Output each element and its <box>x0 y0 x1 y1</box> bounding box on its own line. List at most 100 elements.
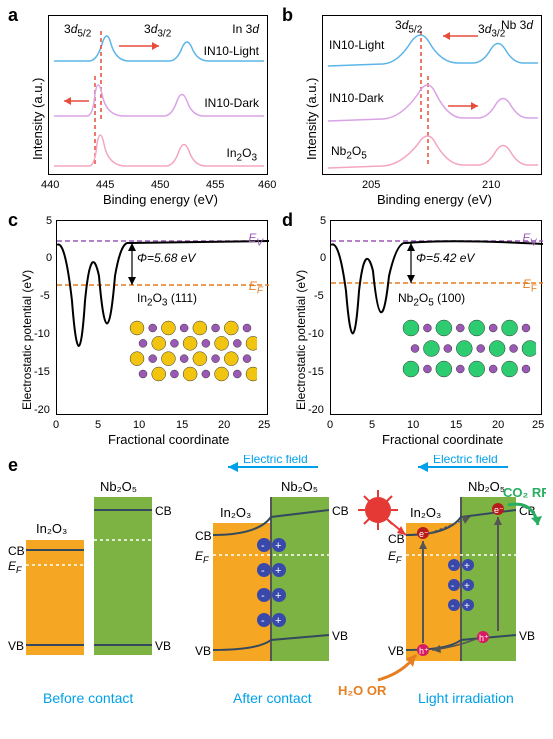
panel-c: c Electrostatic potential (eV) EV EF Φ=5… <box>8 210 273 445</box>
phi-text-c: Φ=5.68 eV <box>137 251 195 265</box>
panel-a-chart: 3d5/2 3d3/2 In 3d IN10-Light IN10-Dark I… <box>48 15 268 175</box>
svg-text:-: - <box>261 565 265 577</box>
label-in10dark-a: IN10-Dark <box>204 96 259 110</box>
xtick-b-210: 210 <box>482 179 500 191</box>
panel-a-ylabel: Intensity (a.u.) <box>30 78 45 160</box>
after-contact: - - - - + + + + <box>213 497 329 661</box>
vb-3a: VB <box>388 644 404 658</box>
svg-text:e⁻: e⁻ <box>494 505 504 515</box>
svg-text:+: + <box>275 565 281 577</box>
xtick-b-205: 205 <box>362 179 380 191</box>
efield-arrow-3-head <box>418 462 428 472</box>
caption-light: Light irradiation <box>418 690 514 706</box>
panel-a-xlabel: Binding energy (eV) <box>103 192 218 207</box>
label-in10light-b: IN10-Light <box>329 38 384 52</box>
in2o3-label-1: In₂O₃ <box>36 521 67 536</box>
arrow-a-right-head <box>152 42 159 50</box>
panel-a: a Intensity (a.u.) 3d5/2 3d3/2 In 3d IN1… <box>8 5 273 200</box>
nb2o5-label-1: Nb₂O₅ <box>100 479 137 494</box>
panel-b-ylabel: Intensity (a.u.) <box>304 78 319 160</box>
cb-2b: CB <box>332 504 349 518</box>
panel-b: b Intensity (a.u.) 3d5/2 3d3/2 Nb 3d IN1… <box>282 5 547 200</box>
panel-c-chart: EV EF Φ=5.68 eV In2O3 (111) <box>56 220 268 415</box>
title-b: Nb 3d <box>501 18 533 32</box>
peak-3d32-a: 3d3/2 <box>144 22 171 39</box>
in2o3-before <box>26 540 84 655</box>
phi-text-d: Φ=5.42 eV <box>416 251 474 265</box>
panel-b-label: b <box>282 5 293 26</box>
xtick-d-15: 15 <box>450 419 462 431</box>
caption-before: Before contact <box>43 690 133 706</box>
atoms-c <box>130 321 257 381</box>
label-in2o3-a: In2O3 <box>227 146 257 163</box>
panel-b-xlabel: Binding energy (eV) <box>377 192 492 207</box>
panel-a-label: a <box>8 5 18 26</box>
xtick-c-10: 10 <box>133 419 145 431</box>
ytick-d-0: 0 <box>320 252 326 264</box>
efield-arrow-2-head <box>228 462 238 472</box>
peak-3d52-a: 3d5/2 <box>64 22 91 39</box>
atom-inset-d <box>401 316 536 386</box>
panel-e: e In₂O₃ Nb₂O₅ CB EF VB CB VB - <box>8 455 546 735</box>
phi-arrow-d-top <box>407 243 415 251</box>
xtick-a-455: 455 <box>206 179 224 191</box>
ef-label-d: EF <box>523 277 537 294</box>
ytick-c--5: -5 <box>40 290 50 302</box>
ef-1: EF <box>8 559 22 575</box>
atoms-d <box>403 320 536 377</box>
panel-d-xlabel: Fractional coordinate <box>382 432 503 447</box>
xtick-a-450: 450 <box>151 179 169 191</box>
xtick-a-460: 460 <box>258 179 276 191</box>
material-d: Nb2O5 (100) <box>398 291 465 308</box>
svg-text:+: + <box>275 615 281 627</box>
vb-2b: VB <box>332 629 348 643</box>
cb-1b: CB <box>155 504 172 518</box>
xtick-c-20: 20 <box>218 419 230 431</box>
label-in10light-a: IN10-Light <box>204 44 259 58</box>
panel-c-xlabel: Fractional coordinate <box>108 432 229 447</box>
material-c: In2O3 (111) <box>137 291 197 308</box>
ytick-d--10: -10 <box>308 328 324 340</box>
nb2o5-label-2: Nb₂O₅ <box>281 479 318 494</box>
ev-label-d: EV <box>522 231 537 248</box>
arrow-b-left-head <box>443 32 450 40</box>
h2o-text: H₂O OR <box>338 683 387 698</box>
svg-text:-: - <box>451 561 454 572</box>
vb-1a: VB <box>8 639 24 653</box>
xtick-d-25: 25 <box>532 419 544 431</box>
atom-inset-c <box>127 316 257 386</box>
ytick-c--20: -20 <box>34 404 50 416</box>
svg-text:-: - <box>261 590 265 602</box>
svg-text:-: - <box>261 540 265 552</box>
svg-text:+: + <box>275 540 281 552</box>
xtick-c-5: 5 <box>95 419 101 431</box>
ytick-c-5: 5 <box>46 215 52 227</box>
ef-2: EF <box>195 549 209 565</box>
ytick-d--5: -5 <box>314 290 324 302</box>
efield-text-3: Electric field <box>433 455 498 466</box>
xtick-c-25: 25 <box>258 419 270 431</box>
panel-e-svg: In₂O₃ Nb₂O₅ CB EF VB CB VB - - - - + + +… <box>8 455 546 735</box>
svg-text:-: - <box>261 615 265 627</box>
xtick-d-0: 0 <box>327 419 333 431</box>
arrow-b-right-head <box>471 102 478 110</box>
ef-3: EF <box>388 549 402 565</box>
ytick-c--10: -10 <box>34 328 50 340</box>
svg-text:e⁻: e⁻ <box>419 529 429 539</box>
xtick-c-0: 0 <box>53 419 59 431</box>
xtick-a-440: 440 <box>41 179 59 191</box>
panel-c-label: c <box>8 210 18 231</box>
ytick-d--15: -15 <box>308 366 324 378</box>
phi-arrow-d-bot <box>407 275 415 283</box>
phi-arrow-c-top <box>128 243 136 251</box>
in2o3-label-3: In₂O₃ <box>410 505 441 520</box>
svg-text:+: + <box>464 561 470 572</box>
ef-label-c: EF <box>249 279 263 296</box>
xtick-d-5: 5 <box>369 419 375 431</box>
label-in10dark-b: IN10-Dark <box>329 91 384 105</box>
in2o3-light <box>406 523 461 661</box>
panel-d-ylabel: Electrostatic potential (eV) <box>294 270 308 410</box>
ytick-c--15: -15 <box>34 366 50 378</box>
svg-text:-: - <box>451 601 454 612</box>
caption-after: After contact <box>233 690 312 706</box>
